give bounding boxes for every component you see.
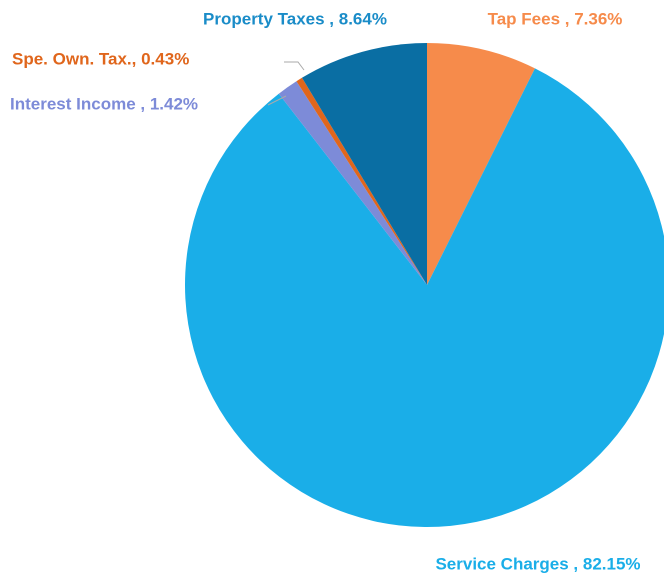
leader-line bbox=[284, 61, 305, 71]
pie-slice bbox=[301, 43, 427, 285]
leader-line bbox=[267, 95, 287, 106]
data-label: Service Charges , 82.15% bbox=[435, 554, 640, 573]
data-label: Interest Income , 1.42% bbox=[10, 94, 198, 113]
pie-slice bbox=[296, 77, 427, 286]
data-label: Spe. Own. Tax., 0.43% bbox=[12, 49, 189, 68]
data-label: Property Taxes , 8.64% bbox=[203, 9, 387, 28]
pie-slice bbox=[185, 68, 664, 527]
pie-slice bbox=[427, 43, 535, 285]
pie-slice bbox=[278, 81, 427, 285]
data-label: Tap Fees , 7.36% bbox=[488, 9, 623, 28]
